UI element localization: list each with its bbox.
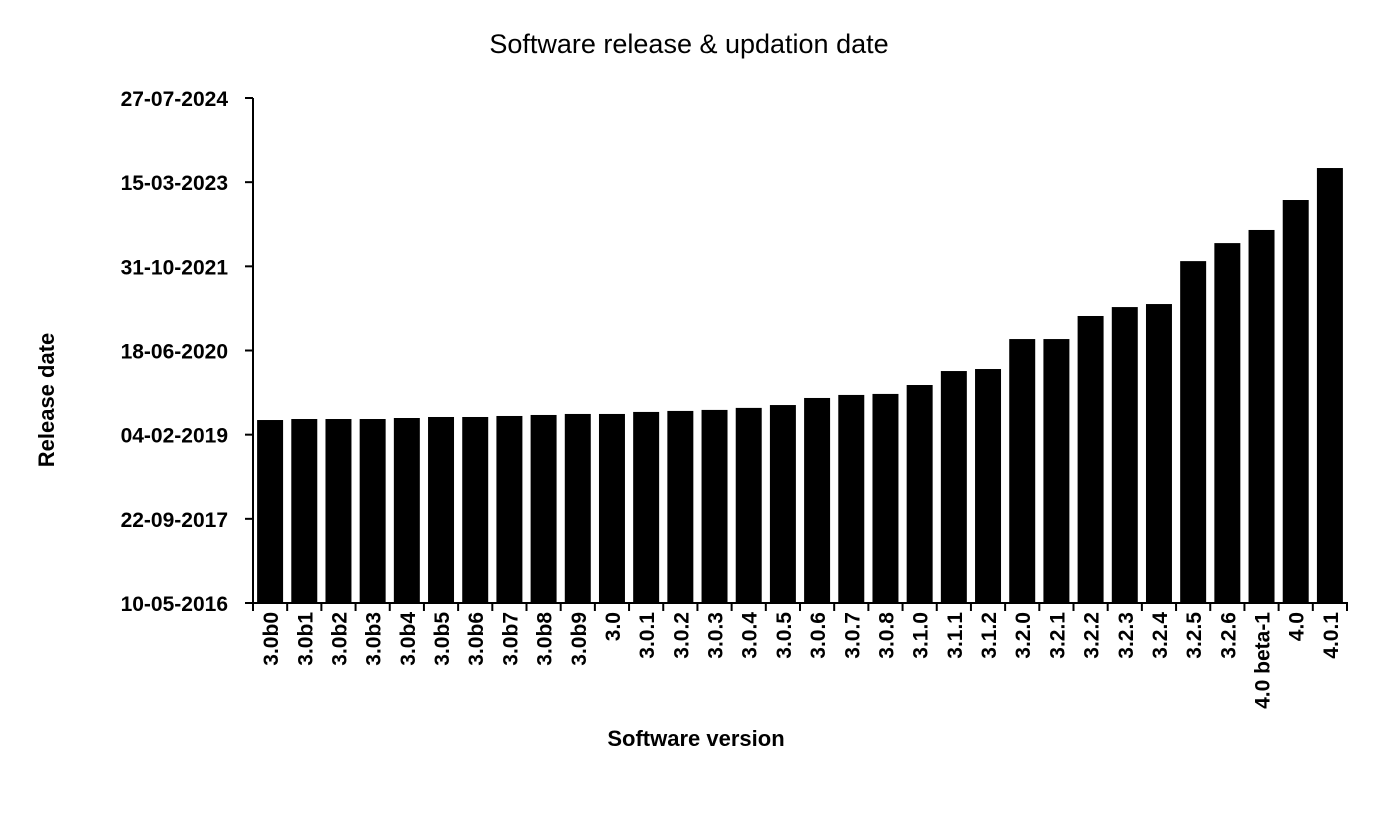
bar	[906, 385, 933, 603]
bar	[1111, 307, 1138, 603]
bar	[564, 413, 591, 603]
y-tick-label: 15-03-2023	[121, 172, 228, 195]
y-axis-title: Release date	[34, 333, 59, 468]
y-tick-label: 22-09-2017	[121, 509, 228, 532]
x-tick-label: 3.0b5	[431, 612, 454, 666]
x-tick-label: 4.0.1	[1320, 612, 1343, 659]
bar	[257, 420, 284, 603]
y-tick-label: 10-05-2016	[121, 593, 228, 616]
x-tick-label: 3.0b1	[294, 612, 317, 666]
x-tick-label: 4.0	[1286, 612, 1309, 641]
y-tick-label: 27-07-2024	[121, 88, 229, 111]
x-tick-label: 3.0.5	[773, 612, 796, 659]
x-tick-label: 3.1.1	[944, 612, 967, 659]
x-tick-label: 3.0.2	[670, 612, 693, 659]
y-tick-label: 04-02-2019	[121, 425, 228, 448]
bar	[359, 419, 386, 603]
bar	[1043, 339, 1070, 603]
bar	[393, 418, 420, 603]
x-tick-label: 3.0b9	[568, 612, 591, 666]
x-tick-label: 3.0.3	[705, 612, 728, 659]
bar	[667, 410, 694, 603]
x-axis-title: Software version	[607, 726, 784, 751]
bar	[975, 369, 1002, 603]
bar	[804, 397, 831, 603]
bar	[872, 393, 899, 603]
y-tick-label: 31-10-2021	[121, 256, 229, 279]
x-tick-label: 3.2.2	[1081, 612, 1104, 659]
bar	[1282, 200, 1309, 603]
bar	[462, 416, 489, 603]
x-tick-label: 3.0.8	[875, 612, 898, 659]
bar	[530, 414, 557, 603]
x-tick-label: 3.0.4	[739, 612, 762, 659]
bar	[291, 419, 318, 603]
x-tick-label: 3.1.0	[910, 612, 933, 659]
x-tick-label: 3.2.1	[1046, 612, 1069, 659]
bar	[428, 416, 455, 603]
x-tick-label: 3.2.6	[1217, 612, 1240, 659]
bar	[769, 405, 796, 603]
x-tick-label: 3.0b0	[260, 612, 283, 666]
x-tick-label: 4.0 beta-1	[1252, 612, 1275, 709]
x-tick-label: 3.0	[602, 612, 625, 641]
x-tick-label: 3.2.5	[1183, 612, 1206, 659]
x-tick-label: 3.0b3	[363, 612, 386, 666]
bar	[735, 407, 762, 603]
x-tick-label: 3.0b7	[499, 612, 522, 666]
bar	[1009, 339, 1036, 603]
bar	[633, 411, 660, 603]
bar	[701, 409, 728, 603]
bar	[1316, 168, 1343, 603]
x-tick-label: 3.0b8	[534, 612, 557, 666]
bar	[325, 419, 352, 603]
bar	[1248, 229, 1275, 603]
y-tick-label: 18-06-2020	[121, 341, 228, 364]
x-tick-label: 3.0.6	[807, 612, 830, 659]
x-tick-label: 3.1.2	[978, 612, 1001, 659]
bar	[1077, 315, 1104, 603]
bar	[598, 413, 625, 603]
bar	[940, 371, 967, 603]
x-tick-label: 3.0.7	[841, 612, 864, 659]
bar	[1214, 243, 1241, 603]
chart-title: Software release & updation date	[489, 29, 888, 59]
x-tick-label: 3.0b2	[328, 612, 351, 666]
x-tick-label: 3.2.0	[1012, 612, 1035, 659]
bar	[1145, 304, 1172, 603]
x-tick-label: 3.0b4	[397, 612, 420, 666]
bar	[1180, 261, 1207, 603]
x-tick-label: 3.0b6	[465, 612, 488, 666]
bar	[838, 394, 865, 603]
x-tick-label: 3.2.4	[1149, 612, 1172, 659]
x-tick-label: 3.0.1	[636, 612, 659, 659]
x-tick-label: 3.2.3	[1115, 612, 1138, 659]
bar	[496, 415, 523, 603]
